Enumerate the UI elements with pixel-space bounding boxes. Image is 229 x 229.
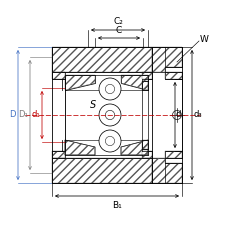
Polygon shape — [164, 72, 181, 79]
Text: B₁: B₁ — [112, 201, 121, 210]
Polygon shape — [65, 140, 95, 155]
Polygon shape — [52, 151, 65, 158]
Polygon shape — [52, 72, 65, 79]
Polygon shape — [141, 72, 151, 79]
Text: C: C — [115, 26, 122, 35]
Text: D: D — [9, 111, 16, 120]
Text: d₁: d₁ — [31, 111, 40, 120]
Polygon shape — [120, 75, 147, 90]
Text: S: S — [90, 100, 96, 110]
Polygon shape — [141, 140, 147, 149]
Polygon shape — [151, 158, 181, 183]
Polygon shape — [52, 158, 151, 183]
Polygon shape — [164, 151, 181, 158]
Text: W: W — [199, 35, 207, 44]
Polygon shape — [52, 47, 151, 72]
Text: d₃: d₃ — [193, 111, 202, 120]
Text: D₁: D₁ — [18, 111, 28, 120]
Polygon shape — [141, 81, 147, 90]
Text: C₂: C₂ — [113, 17, 123, 26]
Circle shape — [98, 104, 120, 126]
Text: d: d — [175, 111, 181, 120]
Polygon shape — [65, 75, 95, 90]
Polygon shape — [151, 47, 181, 72]
Circle shape — [98, 78, 120, 100]
Polygon shape — [141, 151, 151, 158]
Polygon shape — [120, 140, 147, 155]
Circle shape — [98, 130, 120, 152]
